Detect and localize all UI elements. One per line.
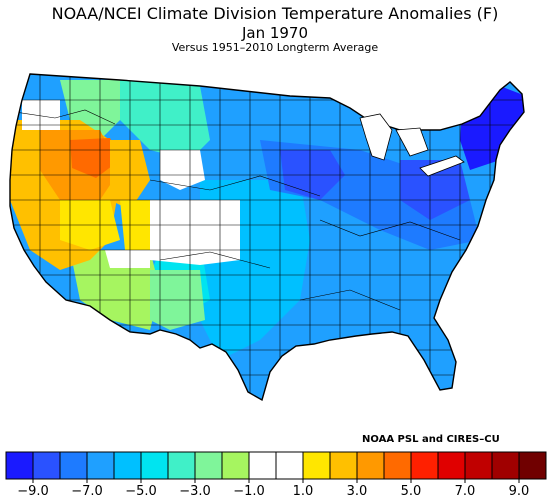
legend-swatch: [302, 451, 331, 480]
lake-erie: [419, 155, 465, 177]
legend-swatch: [329, 451, 358, 480]
legend-swatch: [275, 451, 304, 480]
legend-swatch: [140, 451, 169, 480]
map-period: Jan 1970: [241, 24, 309, 42]
map-subtitle: Versus 1951–2010 Longterm Average: [171, 41, 379, 54]
map-credit: NOAA PSL and CIRES–CU: [362, 434, 500, 445]
lake-huron: [395, 127, 429, 157]
legend-swatch: [410, 451, 439, 480]
legend-tick-label: −5.0: [125, 484, 157, 498]
us-climate-division-map: [9, 73, 525, 402]
legend-swatch: [518, 451, 547, 480]
legend-tick-label: 5.0: [401, 484, 422, 498]
legend-tick-label: 7.0: [455, 484, 476, 498]
legend-swatch: [194, 451, 223, 480]
legend-tick-label: −9.0: [17, 484, 49, 498]
legend-swatch: [86, 451, 115, 480]
legend-swatch: [5, 451, 34, 480]
legend-tick-label: 3.0: [347, 484, 368, 498]
legend-tick-label: −7.0: [71, 484, 103, 498]
legend-swatch: [464, 451, 493, 480]
legend-tick-label: 9.0: [509, 484, 530, 498]
division-boundaries: [10, 74, 524, 400]
legend-swatch: [32, 451, 61, 480]
legend-swatch: [248, 451, 277, 480]
legend-tick-label: −3.0: [179, 484, 211, 498]
legend-swatch: [356, 451, 385, 480]
legend-tick-label: 1.0: [293, 484, 314, 498]
legend-swatch: [491, 451, 520, 480]
lake-michigan: [359, 113, 393, 161]
legend-swatch: [59, 451, 88, 480]
map-title: NOAA/NCEI Climate Division Temperature A…: [51, 4, 499, 23]
legend-swatch: [167, 451, 196, 480]
color-legend: −9.0 −7.0 −5.0 −3.0 −1.0 1.0 3.0 5.0 7.0 9.0: [5, 451, 547, 498]
us-outline: [9, 73, 525, 402]
legend-swatch: [437, 451, 466, 480]
legend-swatch: [221, 451, 250, 480]
legend-swatch: [113, 451, 142, 480]
legend-swatch: [383, 451, 412, 480]
legend-tick-label: −1.0: [233, 484, 265, 498]
